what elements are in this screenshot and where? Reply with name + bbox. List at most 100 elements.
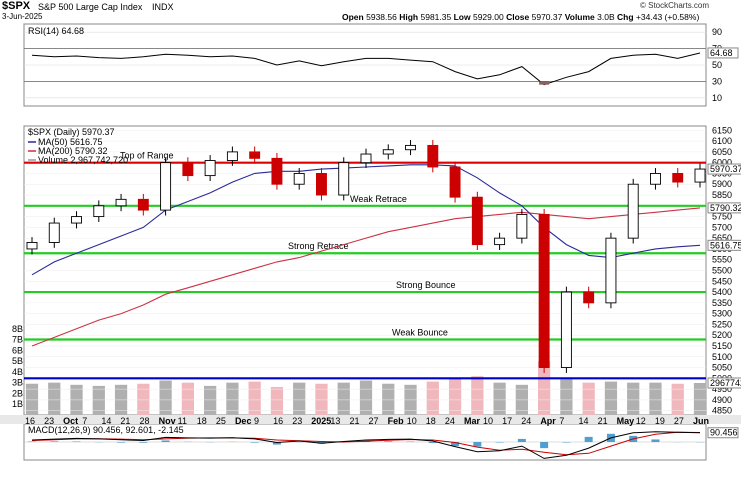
candle-body: [160, 162, 172, 211]
level-label: Top of Range: [120, 151, 174, 161]
legend-label: MA(200) 5790.32: [38, 146, 108, 156]
volume-bar: [671, 383, 684, 415]
macd-histogram-bar: [473, 442, 482, 447]
price-tick-label: 6150: [712, 125, 732, 135]
date-tick-label: 27: [674, 416, 684, 426]
date-tick-label: May: [617, 416, 635, 426]
date-tick-label: Nov: [159, 416, 176, 426]
volume-bar: [359, 380, 373, 415]
date-tick-label: 24: [445, 416, 455, 426]
date-tick-label: Dec: [235, 416, 252, 426]
macd-last-box: [707, 427, 739, 439]
macd-histogram-bar: [28, 441, 36, 442]
date-tick-label: 19: [655, 416, 665, 426]
candle-body: [182, 162, 194, 177]
volume-bar: [382, 383, 395, 415]
date-tick-label: 16: [273, 416, 283, 426]
open-value: 5938.56: [366, 12, 397, 22]
rsi-tick-label: 90: [712, 27, 722, 37]
price-tick-label: 5700: [712, 222, 732, 232]
price-tick-label: 6100: [712, 136, 732, 146]
volume-bar: [471, 376, 484, 415]
close-label: Close: [506, 12, 530, 22]
candle-body: [471, 196, 483, 246]
index-name: S&P 500 Large Cap Index: [38, 2, 143, 12]
level-label: Strong Bounce: [396, 280, 456, 290]
price-tick-label: 4900: [712, 395, 732, 405]
ohlc-readout: Open 5938.56 High 5981.35 Low 5929.00 Cl…: [342, 12, 699, 22]
date-tick-label: 18: [426, 416, 436, 426]
volume-tick-label: 6B: [12, 345, 23, 355]
macd-title: MACD(12,26,9) 90.456, 92.601, -2.145: [28, 425, 184, 435]
date-tick-label: 7: [82, 416, 87, 426]
volume-bar: [649, 382, 662, 415]
candle-body: [672, 172, 684, 183]
macd-histogram-bar: [584, 436, 593, 442]
price-tick-label: 5450: [712, 276, 732, 286]
candle-body: [204, 160, 216, 177]
date-tick-label: 27: [369, 416, 379, 426]
volume-bar: [181, 382, 194, 415]
level-label: Strong Retrace: [288, 241, 349, 251]
candle-body: [560, 291, 572, 369]
candle-body: [226, 151, 238, 161]
price-tick-label: 5750: [712, 212, 732, 222]
high-value: 5981.35: [420, 12, 452, 22]
price-tick-label: 6050: [712, 147, 732, 157]
candle-body: [694, 168, 706, 183]
volume-bar: [315, 383, 328, 415]
volume-bar: [693, 382, 707, 415]
volume-tick-label: 8B: [12, 324, 23, 334]
candle-body: [583, 291, 595, 304]
macd-histogram-bar: [50, 441, 59, 442]
date-tick-label: 10: [483, 416, 493, 426]
volume-bar: [137, 383, 150, 415]
volume-bar: [493, 382, 506, 415]
date-tick-label: 21: [598, 416, 608, 426]
rsi-line: [31, 52, 701, 86]
price-tick-label: 4850: [712, 406, 732, 416]
date-tick-label: 28: [140, 416, 150, 426]
high-label: High: [399, 12, 419, 22]
rsi-last-value: 64.68: [710, 48, 733, 58]
legend-label: Volume 2,967,742,720: [38, 155, 128, 165]
date-tick-label: 13: [330, 416, 340, 426]
rsi-tick-label: 50: [712, 60, 722, 70]
ma200-line: [31, 207, 701, 347]
date-tick-label: 14: [101, 416, 111, 426]
ma50-value-box: [707, 239, 741, 251]
macd-histogram-bar: [117, 442, 126, 443]
candle-body: [650, 172, 661, 185]
volume-bar: [426, 381, 439, 415]
date-tick-label: Apr: [540, 416, 556, 426]
macd-histogram-bar: [451, 442, 460, 447]
exchange-label: INDX: [152, 2, 174, 12]
macd-line: [31, 431, 701, 459]
ma200-value: 5790.32: [710, 203, 741, 213]
macd-histogram-bar: [495, 442, 504, 443]
price-tick-label: 5250: [712, 319, 732, 329]
date-tick-label: 23: [44, 416, 54, 426]
macd-histogram-bar: [428, 442, 437, 444]
symbol-label: $SPX: [2, 0, 31, 12]
date-label: 3-Jun-2025: [2, 12, 43, 21]
date-tick-label: 25: [216, 416, 226, 426]
price-tick-label: 5850: [712, 190, 732, 200]
open-label: Open: [342, 12, 364, 22]
volume-tick-label: 3B: [12, 378, 23, 388]
volume-bar: [25, 383, 39, 415]
macd-histogram-bar: [72, 441, 81, 442]
candle-body: [494, 237, 506, 246]
price-tick-label: 5300: [712, 309, 732, 319]
chg-value: +34.43 (+0.58%): [635, 12, 700, 22]
date-tick-label: Oct: [63, 416, 78, 426]
price-tick-label: 6000: [712, 158, 732, 168]
candle-body: [293, 172, 305, 185]
date-tick-label: 16: [25, 416, 35, 426]
ma200-value-box: [707, 202, 741, 214]
date-tick-label: 18: [197, 416, 207, 426]
rsi-tick-label: 30: [712, 76, 722, 86]
low-label: Low: [453, 12, 471, 22]
candle-body: [93, 205, 105, 218]
